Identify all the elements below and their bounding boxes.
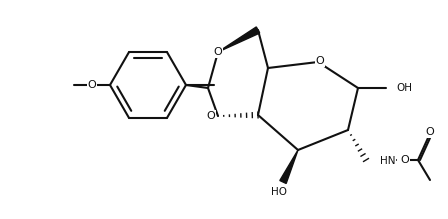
Text: O: O (400, 155, 409, 165)
Text: O: O (206, 111, 215, 121)
Text: HN: HN (380, 156, 396, 166)
Polygon shape (218, 27, 260, 52)
Text: HO: HO (271, 187, 287, 197)
Text: O: O (88, 80, 96, 90)
Text: O: O (316, 56, 324, 66)
Polygon shape (280, 150, 298, 184)
Text: O: O (214, 47, 222, 57)
Text: OH: OH (396, 83, 412, 93)
Text: O: O (426, 127, 435, 137)
